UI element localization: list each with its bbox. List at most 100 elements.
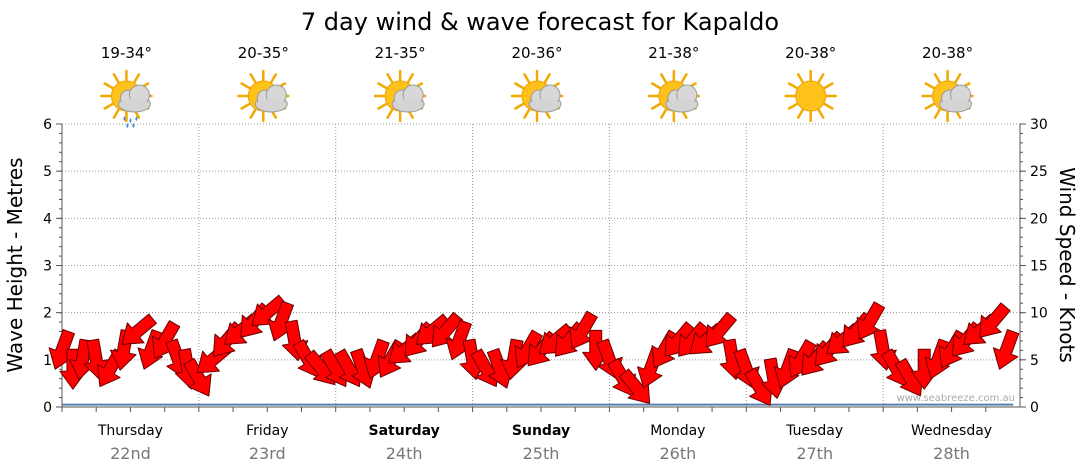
y-tick-label-right: 5 — [1030, 353, 1039, 369]
y-axis-left-label: Wave Height - Metres — [3, 157, 27, 372]
sun-ray — [787, 102, 799, 110]
sun-ray — [823, 82, 834, 90]
sun-ray — [523, 73, 531, 84]
axes: 0 1 2 3 4 5 6 0 5 10 15 20 25 30 — [43, 117, 1048, 416]
x-axis-labels: Thursday 22nd Friday 23rd Saturday 24th Sunday… — [97, 423, 992, 463]
sun-ray — [377, 102, 388, 110]
x-label-day: Saturday — [369, 423, 440, 439]
y-tick-label-right: 30 — [1030, 117, 1048, 133]
sun-ray — [514, 82, 525, 90]
cloud-shape — [528, 84, 562, 113]
y-tick-label-left: 5 — [43, 164, 52, 180]
sun-icon — [784, 69, 837, 123]
raindrop — [126, 123, 129, 128]
x-label-day: Thursday — [97, 423, 163, 439]
x-label-date: 24th — [386, 444, 423, 463]
cloud-shape — [391, 84, 425, 113]
sun-ray — [249, 108, 257, 119]
sun-ray — [377, 82, 388, 90]
y-tick-label-left: 3 — [43, 259, 52, 275]
x-label-day: Monday — [650, 423, 705, 439]
sun-ray — [249, 73, 257, 84]
temperature-range: 20-38° — [785, 44, 836, 62]
x-label-date: 25th — [523, 444, 560, 463]
cloud-fill — [530, 99, 560, 111]
sun-ray — [954, 73, 962, 84]
sun-ray — [240, 82, 251, 90]
cloud-fill — [256, 99, 287, 111]
watermark: www.seabreeze.com.au — [897, 393, 1015, 404]
x-label-day: Friday — [246, 423, 288, 439]
x-label-date: 22nd — [110, 444, 151, 463]
y-tick-label-right: 20 — [1030, 211, 1048, 227]
sun-ray — [933, 108, 941, 119]
sun-cloud-icon — [921, 69, 974, 123]
raindrop — [123, 116, 126, 121]
y-tick-label-left: 2 — [43, 306, 52, 322]
sun-ray — [823, 102, 834, 110]
sun-ray — [103, 82, 114, 90]
temperature-range: 20-36° — [511, 44, 562, 62]
temperature-range: 21-35° — [375, 44, 426, 62]
sun-ray — [406, 73, 414, 84]
sun-ray — [817, 73, 825, 84]
y-tick-label-right: 15 — [1030, 259, 1048, 275]
sun-ray — [103, 102, 114, 110]
sun-cloud-rain-icon — [100, 69, 153, 128]
wind-arrow-shape — [979, 302, 1011, 338]
sun-ray — [933, 73, 941, 84]
raindrop — [129, 118, 132, 123]
temperature-range: 19-34° — [101, 44, 152, 62]
sun-ray — [112, 73, 120, 84]
cloud-fill — [393, 99, 424, 111]
temperature-range: 20-35° — [238, 44, 289, 62]
x-label-day: Wednesday — [911, 423, 992, 439]
x-label-date: 28th — [933, 444, 970, 463]
wind-arrow — [979, 302, 1011, 338]
y-tick-label-left: 4 — [43, 211, 52, 227]
y-tick-label-right: 25 — [1030, 164, 1048, 180]
cloud-fill — [666, 99, 697, 111]
sun-ray — [543, 73, 551, 84]
cloud-fill — [940, 99, 971, 111]
y-axis-right-label: Wind Speed - Knots — [1055, 167, 1079, 363]
weather-row: 19-34° 20-35° 21-35° 20-36° 21-38° 20-38° 20-3… — [100, 44, 974, 128]
sun-ray — [270, 73, 278, 84]
raindrop — [135, 116, 138, 121]
wind-arrow-shape — [121, 313, 157, 345]
temperature-range: 20-38° — [922, 44, 973, 62]
wind-arrow — [856, 301, 886, 340]
wind-arrow — [121, 313, 157, 345]
sun-ray — [386, 73, 394, 84]
wind-arrow-shape — [856, 301, 886, 340]
chart-title: 7 day wind & wave forecast for Kapaldo — [301, 8, 779, 36]
sun-ray — [386, 108, 394, 119]
cloud-shape — [117, 84, 151, 113]
wind-arrow-shape — [183, 357, 212, 397]
cloud-shape — [665, 84, 699, 113]
x-label-day: Sunday — [512, 423, 570, 439]
y-tick-label-left: 6 — [43, 117, 52, 133]
sun-ray — [133, 73, 141, 84]
sun-ray — [650, 102, 662, 110]
x-label-day: Tuesday — [785, 423, 843, 439]
x-label-date: 26th — [659, 444, 696, 463]
cloud-fill — [119, 99, 150, 111]
sun-cloud-icon — [237, 69, 290, 123]
y-tick-label-right: 10 — [1030, 306, 1048, 322]
sun-ray — [240, 102, 251, 110]
sun-ray — [650, 82, 662, 90]
sun-ray — [514, 102, 525, 110]
sun-ray — [796, 73, 804, 84]
cloud-shape — [254, 84, 288, 113]
x-label-date: 23rd — [249, 444, 286, 463]
sun-ray — [796, 108, 804, 119]
sun-ray — [817, 108, 825, 119]
sun-ray — [112, 108, 120, 119]
sun-ray — [523, 108, 531, 119]
temperature-range: 21-38° — [648, 44, 699, 62]
sun-ray — [787, 82, 799, 90]
cloud-shape — [939, 84, 973, 113]
y-tick-label-right: 0 — [1030, 400, 1039, 416]
sun-ray — [680, 73, 688, 84]
